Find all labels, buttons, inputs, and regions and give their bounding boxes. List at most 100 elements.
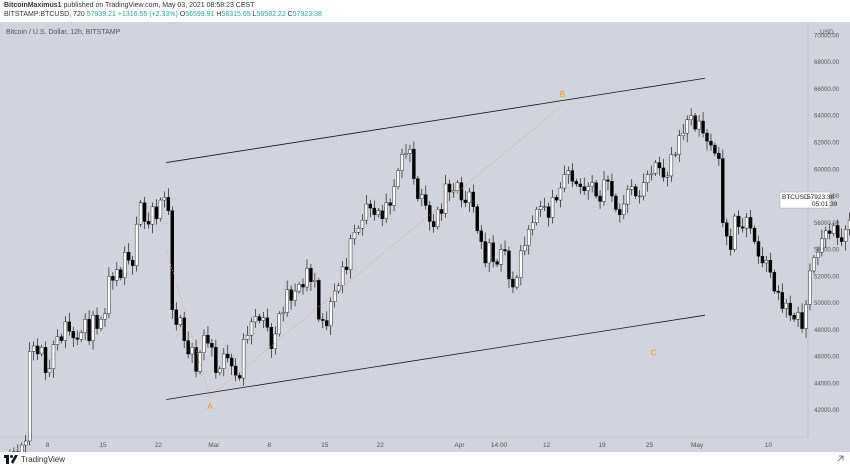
candle-up — [277, 313, 281, 335]
chart-footer: TradingView — [0, 452, 850, 469]
tradingview-brand[interactable]: TradingView — [4, 455, 65, 464]
candle-down — [368, 203, 373, 209]
candle-up — [689, 115, 693, 120]
candle-up — [843, 229, 848, 242]
candle-down — [471, 191, 476, 207]
candle-up — [99, 318, 103, 329]
candle-down — [412, 148, 416, 179]
open-value: 56599.91 — [185, 11, 215, 18]
open-label: O — [179, 11, 186, 18]
candle-up — [665, 175, 670, 178]
candle-up — [673, 154, 678, 156]
candle-up — [523, 245, 527, 252]
candle-down — [43, 347, 48, 373]
candle-down — [214, 347, 218, 373]
candle-up — [20, 444, 24, 463]
candle-up — [352, 231, 357, 240]
candle-down — [721, 158, 725, 224]
y-tick-label: 60000.00 — [814, 167, 840, 173]
author-name[interactable]: BitcoinMaximus1 — [4, 2, 62, 9]
candle-up — [812, 257, 816, 272]
candle-up — [804, 304, 808, 329]
candle-up — [138, 202, 143, 225]
candle-up — [392, 186, 396, 206]
candle-down — [166, 197, 171, 211]
candle-up — [744, 217, 749, 229]
x-tick-label: May — [691, 442, 704, 449]
candle-down — [459, 182, 464, 201]
candle-down — [432, 221, 436, 228]
candle-up — [24, 440, 28, 446]
candle-down — [87, 318, 91, 341]
candle-down — [233, 365, 238, 376]
candle-up — [566, 170, 571, 175]
candle-up — [340, 266, 345, 286]
high-value: 58315.65 — [221, 11, 251, 18]
candle-down — [344, 266, 349, 270]
y-tick-label: 54000.00 — [814, 248, 840, 254]
candle-up — [218, 368, 222, 373]
wave-label-c: C — [651, 348, 657, 357]
candle-up — [178, 317, 182, 325]
candle-up — [245, 335, 250, 340]
candle-up — [527, 229, 531, 246]
candle-up — [808, 270, 812, 305]
candle-down — [701, 120, 705, 134]
candle-down — [226, 353, 230, 359]
candle-down — [146, 221, 151, 225]
candle-down — [740, 226, 745, 229]
candle-up — [329, 301, 333, 327]
candle-down — [618, 209, 622, 215]
candle-up — [336, 285, 341, 292]
candle-down — [503, 249, 507, 252]
wave-label-b: B — [560, 90, 565, 99]
candle-down — [309, 268, 313, 282]
candle-up — [681, 132, 685, 136]
candle-down — [380, 210, 384, 219]
chart-area[interactable]: Bitcoin / U.S. Dollar, 12h, BITSTAMP USD… — [0, 22, 850, 469]
price-axis-background[interactable] — [808, 22, 850, 437]
candle-down — [693, 115, 697, 130]
x-tick-label: Apr — [454, 442, 465, 449]
candle-up — [158, 199, 163, 219]
chart-title: Bitcoin / U.S. Dollar, 12h, BITSTAMP — [6, 29, 121, 36]
candle-down — [709, 140, 713, 146]
candle-down — [594, 182, 598, 197]
candle-up — [31, 345, 36, 352]
price-chart[interactable]: Bitcoin / U.S. Dollar, 12h, BITSTAMP USD… — [0, 22, 850, 469]
plot-background — [0, 22, 808, 437]
candle-up — [467, 191, 472, 203]
candle-up — [622, 203, 626, 215]
candle-up — [637, 195, 642, 198]
wave-path-dotted — [166, 104, 563, 398]
channel-lower-line — [166, 314, 706, 400]
candle-down — [325, 320, 329, 327]
candle-down — [321, 318, 325, 321]
price-tag-countdown: 05:01:39 — [812, 201, 838, 208]
candle-down — [788, 302, 792, 316]
x-tick-label: 15 — [321, 442, 329, 449]
annotations: A B C — [166, 77, 706, 411]
candle-up — [273, 333, 277, 349]
candle-up — [630, 186, 634, 190]
candle-down — [511, 278, 515, 288]
candle-up — [79, 332, 83, 340]
candle-up — [198, 352, 202, 372]
candle-up — [115, 269, 119, 281]
candlestick-series — [4, 108, 850, 469]
expand-arrow-icon[interactable] — [836, 455, 844, 463]
price-tag-symbol: BTCUSD — [782, 194, 809, 201]
candle-down — [713, 144, 717, 154]
time-axis-background[interactable] — [0, 437, 850, 452]
candle-up — [590, 182, 594, 187]
x-tick-label: 22 — [377, 442, 385, 449]
candle-up — [534, 209, 539, 224]
candle-down — [507, 250, 511, 280]
candle-down — [479, 230, 483, 242]
candle-up — [455, 182, 460, 191]
candle-up — [832, 225, 836, 234]
candle-down — [800, 312, 804, 329]
candle-up — [281, 312, 285, 315]
candle-up — [190, 347, 194, 355]
candle-up — [816, 252, 820, 258]
